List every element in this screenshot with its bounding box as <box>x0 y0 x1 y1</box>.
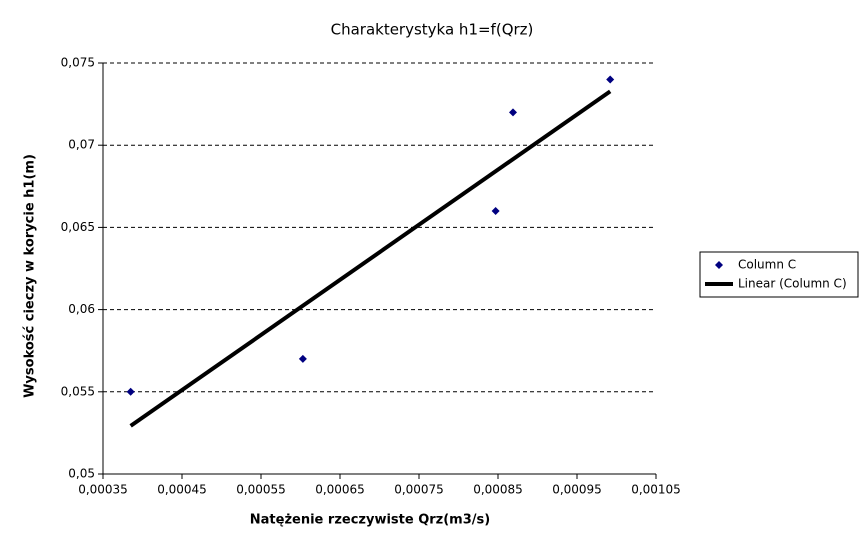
x-tick-label: 0,00105 <box>631 483 681 497</box>
y-tick-label: 0,065 <box>61 220 95 234</box>
y-tick-label: 0,06 <box>68 302 95 316</box>
x-axis-title: Natężenie rzeczywiste Qrz(m3/s) <box>250 513 490 528</box>
y-tick-label: 0,075 <box>61 56 95 70</box>
point <box>491 206 500 215</box>
point <box>606 75 615 84</box>
x-tick-label: 0,00075 <box>394 483 444 497</box>
x-tick-label: 0,00085 <box>473 483 523 497</box>
legend-box <box>699 251 859 298</box>
legend-marker <box>715 261 723 269</box>
chart-title: Charakterystyka h1=f(Qrz) <box>331 21 534 39</box>
legend-label: Linear (Column C) <box>738 277 847 291</box>
point <box>126 387 135 396</box>
y-tick-label: 0,05 <box>68 467 95 481</box>
y-axis-title: Wysokość cieczy w korycie h1(m) <box>23 154 38 398</box>
x-tick-label: 0,00055 <box>236 483 286 497</box>
legend-label: Column C <box>738 258 796 272</box>
x-tick-label: 0,00065 <box>315 483 365 497</box>
trendline <box>129 89 612 428</box>
y-tick-label: 0,055 <box>61 384 95 398</box>
point <box>298 354 307 363</box>
x-tick-label: 0,00095 <box>552 483 602 497</box>
y-tick-label: 0,07 <box>68 138 95 152</box>
x-tick-label: 0,00045 <box>157 483 207 497</box>
x-tick-label: 0,00035 <box>78 483 128 497</box>
point <box>509 108 518 117</box>
